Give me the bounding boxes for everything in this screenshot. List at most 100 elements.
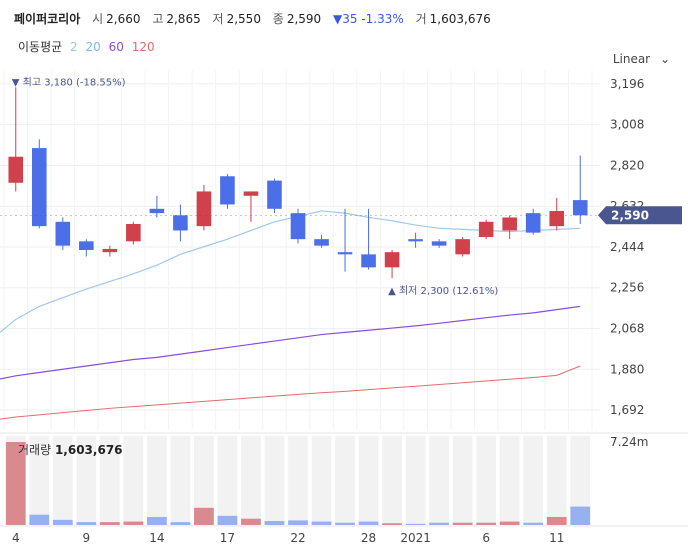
ma-legend-item-2[interactable]: 2 xyxy=(70,40,78,54)
volume-bar xyxy=(405,523,426,525)
price-tick-label: 1,692 xyxy=(610,403,644,417)
high-value: 2,865 xyxy=(166,12,201,26)
volume-bar xyxy=(452,522,473,525)
volume-value: 1,603,676 xyxy=(429,12,491,26)
moving-average-lines xyxy=(0,210,581,420)
volume-bg-bar xyxy=(405,436,426,525)
volume-bg-bar xyxy=(476,436,497,525)
min-price-annotation: ▲ 최저 2,300 (12.61%) xyxy=(388,285,498,297)
volume-bar xyxy=(358,521,379,525)
date-tick-label: 11 xyxy=(549,531,564,545)
candle-body xyxy=(549,210,565,227)
price-axis: 3,196 3,008 2,820 2,632 2,444 2,256 2,068 1,880… xyxy=(0,77,682,417)
volume-bg-bar xyxy=(264,436,285,525)
date-tick-label: 9 xyxy=(82,531,90,545)
volume-bg-bar xyxy=(241,436,261,525)
volume-bg-bar xyxy=(170,436,191,525)
candle-body xyxy=(431,241,447,246)
volume-bar xyxy=(52,519,73,525)
volume-bar xyxy=(288,520,308,525)
price-tick-label: 2,256 xyxy=(610,281,644,295)
volume-bar xyxy=(546,516,567,525)
candle-body xyxy=(102,248,118,253)
candle-body xyxy=(361,254,376,268)
ma-legend-title: 이동평균 xyxy=(18,40,63,54)
volume-bg-bar xyxy=(194,436,214,525)
volume-bg-bar xyxy=(429,436,449,525)
low-value: 2,550 xyxy=(226,12,261,26)
scale-toggle-button[interactable]: Linear ⌄ xyxy=(613,52,670,66)
volume-bar xyxy=(147,516,167,525)
chevron-down-icon: ⌄ xyxy=(659,52,670,66)
candle-body xyxy=(173,215,188,231)
volume-bar xyxy=(170,522,191,525)
volume-bar xyxy=(476,522,497,525)
volume-bar xyxy=(241,518,261,525)
volume-bg-bar xyxy=(311,436,332,525)
candle-body xyxy=(267,180,282,209)
volume-bg-bar xyxy=(523,436,544,525)
price-tick-label: 1,880 xyxy=(610,362,644,376)
date-tick-label: 28 xyxy=(361,531,376,545)
close-label: 종 xyxy=(272,12,284,26)
volume-bar xyxy=(123,521,144,525)
candle-body xyxy=(455,239,470,255)
close-value: 2,590 xyxy=(286,12,322,26)
ma120-line xyxy=(0,365,581,420)
candle-body xyxy=(126,223,141,242)
date-tick-label: 17 xyxy=(220,531,235,545)
volume-bg-bar xyxy=(499,436,520,525)
open-value: 2,660 xyxy=(106,12,141,26)
volume-bar xyxy=(523,522,544,525)
candle-body xyxy=(290,213,306,240)
candle-body xyxy=(196,191,212,227)
ma-legend-item-120[interactable]: 120 xyxy=(131,40,155,54)
candle-body xyxy=(243,191,259,196)
date-tick-label: 6 xyxy=(482,531,490,545)
volume-bar xyxy=(194,507,214,525)
candle-body xyxy=(55,221,71,246)
ma-legend-item-20[interactable]: 20 xyxy=(85,40,101,54)
ma60-line xyxy=(0,305,581,380)
volume-panel-value: 1,603,676 xyxy=(54,443,123,457)
date-axis: 4 9 14 17 22 28 2021 6 11 xyxy=(12,531,564,545)
candle-body xyxy=(572,200,588,216)
volume-bar xyxy=(570,506,591,525)
volume-bar xyxy=(217,515,238,525)
volume-bar xyxy=(429,522,449,525)
candle-body xyxy=(478,221,494,237)
price-tick-label: 3,008 xyxy=(610,118,644,132)
volume-bar xyxy=(99,522,120,525)
volume-bg-bar xyxy=(147,436,167,525)
quote-header: 페이퍼코리아 시 2,660 고 2,865 저 2,550 종 2,590 ▼35 -… xyxy=(14,10,499,27)
candle-body xyxy=(525,213,541,233)
volume-bg-bar xyxy=(123,436,144,525)
date-tick-label: 2021 xyxy=(400,531,431,545)
candle-body xyxy=(408,239,423,242)
volume-bg-bar xyxy=(335,436,355,525)
candlestick-series xyxy=(8,87,588,279)
open-label: 시 xyxy=(92,12,104,26)
price-tick-label: 3,196 xyxy=(610,77,644,91)
scale-toggle-label: Linear xyxy=(612,52,651,66)
moving-average-legend: 이동평균 2 20 60 120 xyxy=(18,38,159,55)
candle-body xyxy=(502,217,517,231)
volume-bar xyxy=(76,522,97,525)
price-tick-label: 2,820 xyxy=(610,158,644,172)
volume-bg-bar xyxy=(546,436,567,525)
candle-body xyxy=(31,148,47,227)
volume-panel-label: 거래량 1,603,676 xyxy=(18,441,123,458)
ma20-line xyxy=(0,210,581,333)
low-label: 저 xyxy=(212,12,224,26)
volume-bg-bar xyxy=(358,436,379,525)
price-tick-label: 2,068 xyxy=(610,322,644,336)
stock-name: 페이퍼코리아 xyxy=(14,12,81,26)
volume-label: 거 xyxy=(415,12,427,26)
volume-bg-bar xyxy=(452,436,473,525)
volume-bg-bar xyxy=(288,436,308,525)
volume-bg-bar xyxy=(570,436,591,525)
high-label: 고 xyxy=(152,12,164,26)
candle-body xyxy=(149,208,165,214)
ma-legend-item-60[interactable]: 60 xyxy=(108,40,124,54)
